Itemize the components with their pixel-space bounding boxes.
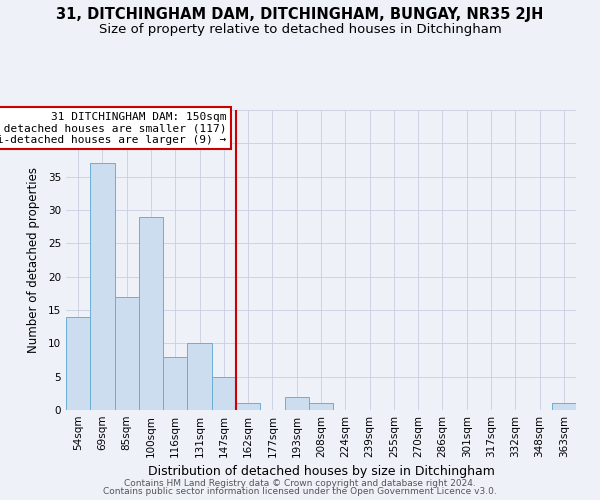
- Text: Contains HM Land Registry data © Crown copyright and database right 2024.: Contains HM Land Registry data © Crown c…: [124, 478, 476, 488]
- Bar: [66, 316, 90, 410]
- Bar: [163, 356, 187, 410]
- Bar: [139, 216, 163, 410]
- Bar: [90, 164, 115, 410]
- Text: 31 DITCHINGHAM DAM: 150sqm
← 93% of detached houses are smaller (117)
7% of semi: 31 DITCHINGHAM DAM: 150sqm ← 93% of deta…: [0, 112, 227, 144]
- Y-axis label: Number of detached properties: Number of detached properties: [26, 167, 40, 353]
- Bar: [115, 296, 139, 410]
- Bar: [284, 396, 309, 410]
- Bar: [309, 404, 333, 410]
- Bar: [552, 404, 576, 410]
- X-axis label: Distribution of detached houses by size in Ditchingham: Distribution of detached houses by size …: [148, 466, 494, 478]
- Bar: [187, 344, 212, 410]
- Text: Size of property relative to detached houses in Ditchingham: Size of property relative to detached ho…: [98, 22, 502, 36]
- Bar: [212, 376, 236, 410]
- Bar: [236, 404, 260, 410]
- Text: 31, DITCHINGHAM DAM, DITCHINGHAM, BUNGAY, NR35 2JH: 31, DITCHINGHAM DAM, DITCHINGHAM, BUNGAY…: [56, 8, 544, 22]
- Text: Contains public sector information licensed under the Open Government Licence v3: Contains public sector information licen…: [103, 487, 497, 496]
